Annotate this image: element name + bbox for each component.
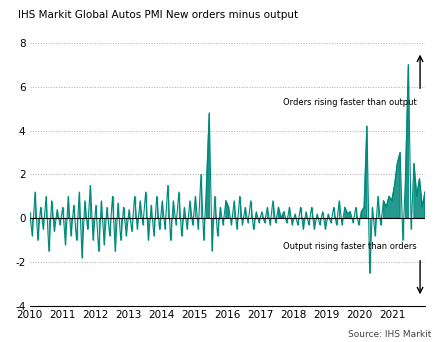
Text: Output rising faster than orders: Output rising faster than orders (283, 242, 417, 251)
Text: Source: IHS Markit: Source: IHS Markit (348, 330, 431, 339)
Text: IHS Markit Global Autos PMI New orders minus output: IHS Markit Global Autos PMI New orders m… (18, 10, 298, 20)
Text: Orders rising faster than output: Orders rising faster than output (283, 98, 417, 107)
